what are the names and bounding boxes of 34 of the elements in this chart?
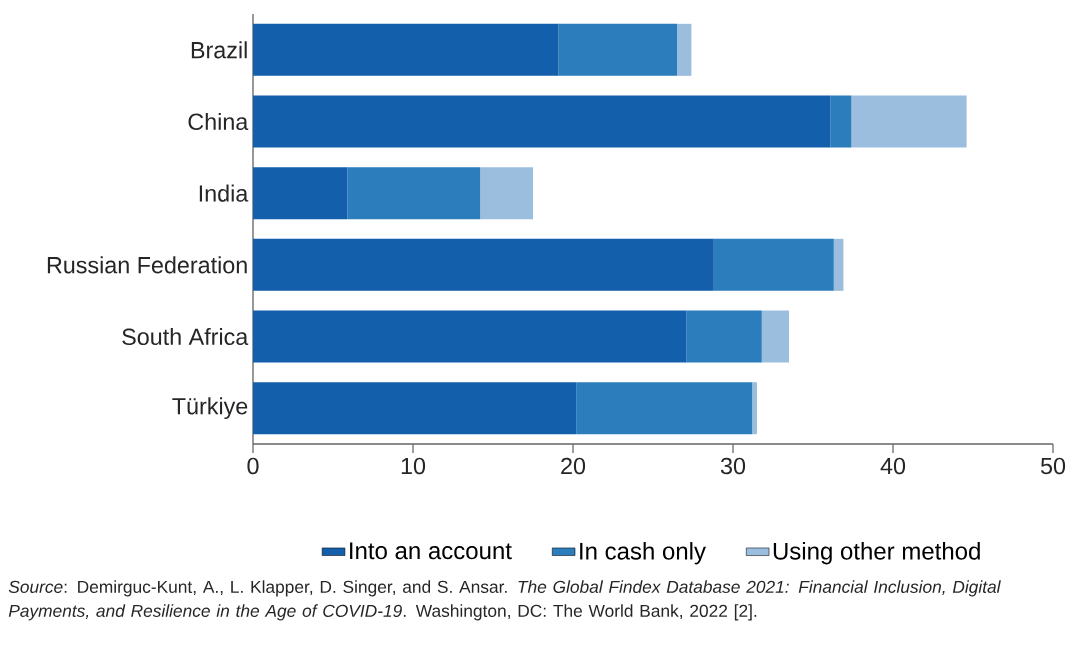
bar — [830, 95, 852, 148]
bar — [851, 95, 967, 148]
x-tick-label: 20 — [561, 457, 586, 475]
y-tick-label: Türkiye — [172, 397, 248, 420]
legend-label: Using other method — [773, 542, 980, 565]
x-tick-label: 50 — [1040, 457, 1066, 475]
bar — [677, 23, 692, 76]
x-tick-label: 40 — [880, 457, 906, 475]
bar — [253, 23, 559, 76]
bar — [253, 382, 577, 435]
x-tick-label: 30 — [720, 457, 746, 475]
x-tick-label: 0 — [247, 457, 259, 475]
legend-label: In cash only — [580, 542, 706, 565]
bar — [686, 310, 762, 363]
y-tick-label: Russian Federation — [47, 256, 247, 274]
legend-label: Into an account — [350, 542, 512, 560]
y-tick-label: India — [199, 184, 249, 202]
bar — [253, 95, 831, 148]
bar — [347, 167, 481, 220]
bar — [253, 238, 714, 291]
bar — [761, 310, 789, 363]
x-tick-label: 10 — [401, 457, 426, 475]
text: Source: Demirguc-Kunt, A., L. Klapper, D. Singer, and S. Ansar. The Global Findex Database 2021: Financial Inclusion, Digital Payments, and Resilience in the Age of COVID-19. Washington, DC: The World Bank, 2022 [2]. — [8, 580, 1001, 621]
bar — [253, 310, 687, 363]
y-tick-label: South Africa — [122, 327, 249, 346]
bar — [752, 382, 757, 435]
bar — [833, 238, 844, 291]
bar — [480, 167, 533, 220]
bar — [253, 167, 348, 220]
y-tick-label: Brazil — [191, 41, 247, 59]
bar — [576, 382, 753, 435]
bar — [558, 23, 677, 76]
bar — [713, 238, 834, 291]
y-tick-label: China — [188, 112, 249, 131]
